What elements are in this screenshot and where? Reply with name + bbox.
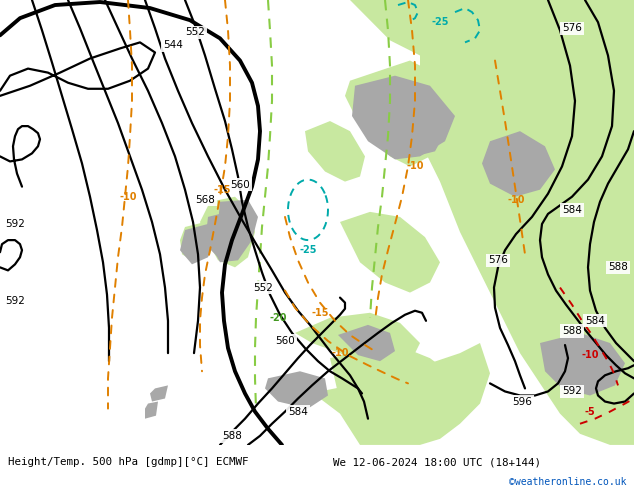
Polygon shape [180, 222, 215, 262]
Text: 584: 584 [562, 205, 582, 215]
Text: 588: 588 [222, 431, 242, 441]
Polygon shape [350, 0, 570, 111]
Text: -15: -15 [213, 185, 231, 195]
Polygon shape [338, 325, 395, 361]
Text: 592: 592 [562, 387, 582, 396]
Polygon shape [145, 401, 158, 418]
Text: 560: 560 [230, 180, 250, 190]
Polygon shape [212, 200, 258, 262]
Text: -10: -10 [507, 195, 525, 205]
Text: 568: 568 [195, 195, 215, 205]
Text: -25: -25 [431, 17, 449, 27]
Polygon shape [420, 0, 634, 445]
Text: 552: 552 [253, 283, 273, 293]
Polygon shape [340, 212, 440, 293]
Text: 596: 596 [512, 396, 532, 407]
Text: 592: 592 [5, 219, 25, 229]
Text: 544: 544 [163, 40, 183, 50]
Text: 584: 584 [585, 316, 605, 326]
Text: -10: -10 [581, 350, 598, 360]
Polygon shape [200, 196, 255, 268]
Polygon shape [295, 313, 420, 373]
Text: 588: 588 [608, 262, 628, 272]
Polygon shape [330, 348, 460, 429]
Polygon shape [540, 333, 625, 395]
Text: -20: -20 [269, 313, 287, 323]
Text: ©weatheronline.co.uk: ©weatheronline.co.uk [509, 477, 626, 487]
Text: -10: -10 [331, 348, 349, 358]
Polygon shape [205, 212, 238, 257]
Text: 584: 584 [288, 407, 308, 416]
Text: -15: -15 [311, 308, 329, 318]
Polygon shape [150, 386, 168, 401]
Polygon shape [265, 371, 328, 409]
Polygon shape [310, 343, 490, 445]
Polygon shape [305, 121, 365, 182]
Text: -10: -10 [406, 162, 424, 172]
Polygon shape [352, 75, 455, 159]
Text: 576: 576 [488, 255, 508, 265]
Text: -5: -5 [585, 407, 595, 416]
Text: Height/Temp. 500 hPa [gdmp][°C] ECMWF: Height/Temp. 500 hPa [gdmp][°C] ECMWF [8, 457, 248, 467]
Polygon shape [180, 224, 215, 264]
Text: 592: 592 [5, 295, 25, 306]
Polygon shape [360, 96, 445, 156]
Text: -10: -10 [119, 192, 137, 202]
Polygon shape [482, 131, 555, 196]
Text: -25: -25 [299, 245, 317, 255]
Text: 588: 588 [562, 326, 582, 336]
Text: 552: 552 [185, 27, 205, 37]
Text: We 12-06-2024 18:00 UTC (18+144): We 12-06-2024 18:00 UTC (18+144) [333, 457, 541, 467]
Text: 576: 576 [562, 23, 582, 33]
Text: 560: 560 [275, 336, 295, 346]
Polygon shape [345, 61, 460, 167]
